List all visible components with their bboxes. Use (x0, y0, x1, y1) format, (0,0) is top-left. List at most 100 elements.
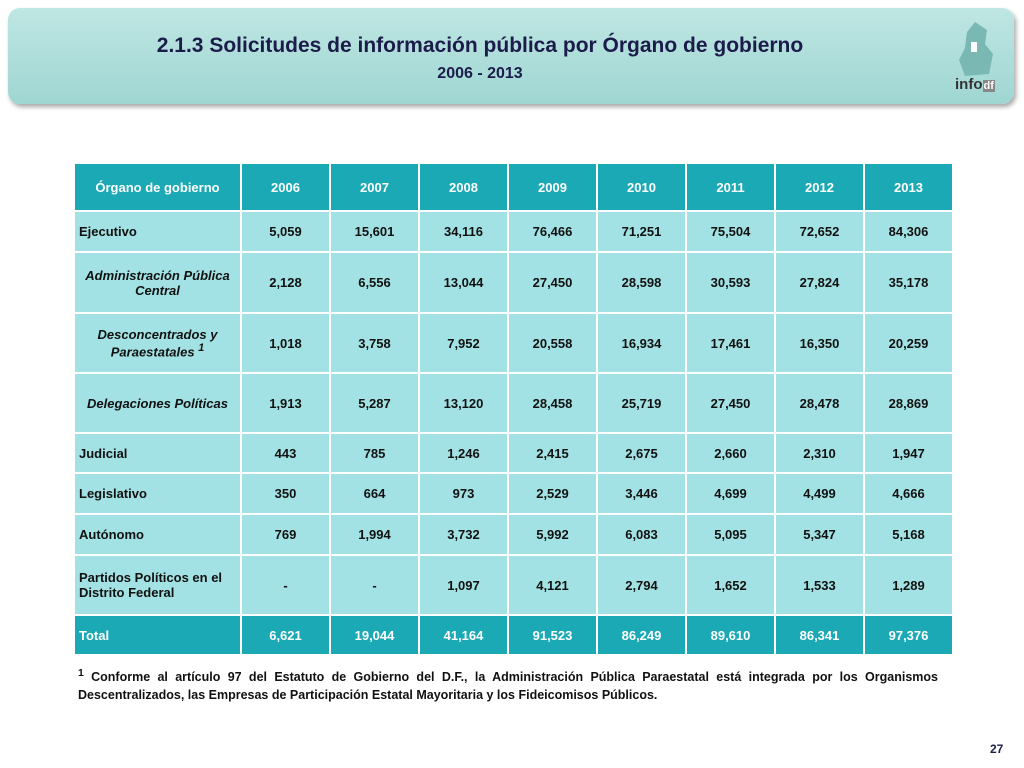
header-cell: 2013 (863, 162, 954, 212)
row-label: Judicial (73, 432, 242, 474)
row-label: Partidos Políticos en el Distrito Federa… (73, 554, 242, 616)
cell: 1,652 (685, 554, 776, 616)
cell: 2,794 (596, 554, 687, 616)
cell: 84,306 (863, 210, 954, 253)
row-label-text: Ejecutivo (79, 224, 137, 239)
cell: 75,504 (685, 210, 776, 253)
cell: 28,869 (863, 372, 954, 434)
cell: 4,121 (507, 554, 598, 616)
cell: 34,116 (418, 210, 509, 253)
table-row: Delegaciones Políticas 1,913 5,287 13,120 28… (73, 372, 954, 434)
cell: 16,934 (596, 312, 687, 374)
cell: 2,529 (507, 472, 598, 515)
header-row: Órgano de gobierno 2006 2007 2008 2009 2010 20… (73, 162, 954, 212)
cell: 86,249 (596, 614, 687, 656)
row-label-text: Delegaciones Políticas (87, 395, 228, 411)
cell: 1,097 (418, 554, 509, 616)
footnote-text: Conforme al artículo 97 del Estatuto de … (78, 670, 938, 703)
row-label: Autónomo (73, 513, 242, 556)
cell: 769 (240, 513, 331, 556)
cell: 1,533 (774, 554, 865, 616)
cell: 97,376 (863, 614, 954, 656)
row-label-text: Legislativo (79, 486, 147, 501)
table-row: Autónomo 769 1,994 3,732 5,992 6,083 5,095 5,34… (73, 513, 954, 556)
cell: 3,732 (418, 513, 509, 556)
cell: 91,523 (507, 614, 598, 656)
cell: 3,758 (329, 312, 420, 374)
row-label: Legislativo (73, 472, 242, 515)
cell: 3,446 (596, 472, 687, 515)
table-row: Administración Pública Central 2,128 6,556… (73, 251, 954, 314)
table-row: Judicial 443 785 1,246 2,415 2,675 2,660 2,310 1… (73, 432, 954, 474)
cell: 89,610 (685, 614, 776, 656)
cell: 20,259 (863, 312, 954, 374)
header-cell: Órgano de gobierno (73, 162, 242, 212)
cell: 4,499 (774, 472, 865, 515)
cell: 1,947 (863, 432, 954, 474)
header-cell: 2009 (507, 162, 598, 212)
cell: 973 (418, 472, 509, 515)
cell: 2,675 (596, 432, 687, 474)
cell: 16,350 (774, 312, 865, 374)
cell: 1,913 (240, 372, 331, 434)
cell: 6,556 (329, 251, 420, 314)
cell: 2,415 (507, 432, 598, 474)
cell: 72,652 (774, 210, 865, 253)
logo-word: info (955, 76, 983, 93)
cell: 13,044 (418, 251, 509, 314)
cell: 19,044 (329, 614, 420, 656)
footnote: 1 Conforme al artículo 97 del Estatuto d… (78, 665, 938, 704)
cell: 2,310 (774, 432, 865, 474)
logo-text: infodf (955, 76, 995, 93)
cell: 25,719 (596, 372, 687, 434)
row-label: Delegaciones Políticas (73, 372, 242, 434)
cell: 76,466 (507, 210, 598, 253)
cell: 1,994 (329, 513, 420, 556)
header-cell: 2012 (774, 162, 865, 212)
cell: 27,824 (774, 251, 865, 314)
cell: 5,095 (685, 513, 776, 556)
cell: 15,601 (329, 210, 420, 253)
page-number: 27 (990, 742, 1004, 756)
cell: 1,246 (418, 432, 509, 474)
cell: 5,059 (240, 210, 331, 253)
cell: 27,450 (507, 251, 598, 314)
cell: 443 (240, 432, 331, 474)
cell: 2,128 (240, 251, 331, 314)
data-table: Órgano de gobierno 2006 2007 2008 2009 2010 20… (73, 162, 954, 656)
cell: 13,120 (418, 372, 509, 434)
table-row: Desconcentrados y Paraestatales 1 1,018 3,… (73, 312, 954, 374)
cell: 6,083 (596, 513, 687, 556)
row-label: Administración Pública Central (73, 251, 242, 314)
footnote-mark: 1 (78, 668, 84, 679)
header-cell: 2011 (685, 162, 776, 212)
cell: 20,558 (507, 312, 598, 374)
header-cell: 2007 (329, 162, 420, 212)
table-row: Legislativo 350 664 973 2,529 3,446 4,699 4,499… (73, 472, 954, 515)
cell: 2,660 (685, 432, 776, 474)
cell: - (329, 554, 420, 616)
row-label: Total (73, 614, 242, 656)
cell: 5,992 (507, 513, 598, 556)
table-row: Total 6,621 19,044 41,164 91,523 86,249 89,610… (73, 614, 954, 656)
table-row: Partidos Políticos en el Distrito Federa… (73, 554, 954, 616)
cell: 4,699 (685, 472, 776, 515)
row-note: 1 (198, 341, 205, 354)
cell: 5,168 (863, 513, 954, 556)
cell: 28,478 (774, 372, 865, 434)
row-label-text: Desconcentrados y Paraestatales (97, 326, 218, 360)
cell: 664 (329, 472, 420, 515)
subtitle: 2006 - 2013 (437, 65, 523, 82)
row-label-text: Autónomo (79, 527, 144, 542)
cell: 86,341 (774, 614, 865, 656)
cell: - (240, 554, 331, 616)
title: 2.1.3 Solicitudes de información pública… (156, 34, 804, 57)
cell: 5,347 (774, 513, 865, 556)
cell: 28,598 (596, 251, 687, 314)
table-row: Ejecutivo 5,059 15,601 34,116 76,466 71,251 75… (73, 210, 954, 253)
logo-suffix: df (982, 80, 995, 92)
cell: 7,952 (418, 312, 509, 374)
row-label-text: Total (79, 627, 110, 643)
cell: 1,018 (240, 312, 331, 374)
